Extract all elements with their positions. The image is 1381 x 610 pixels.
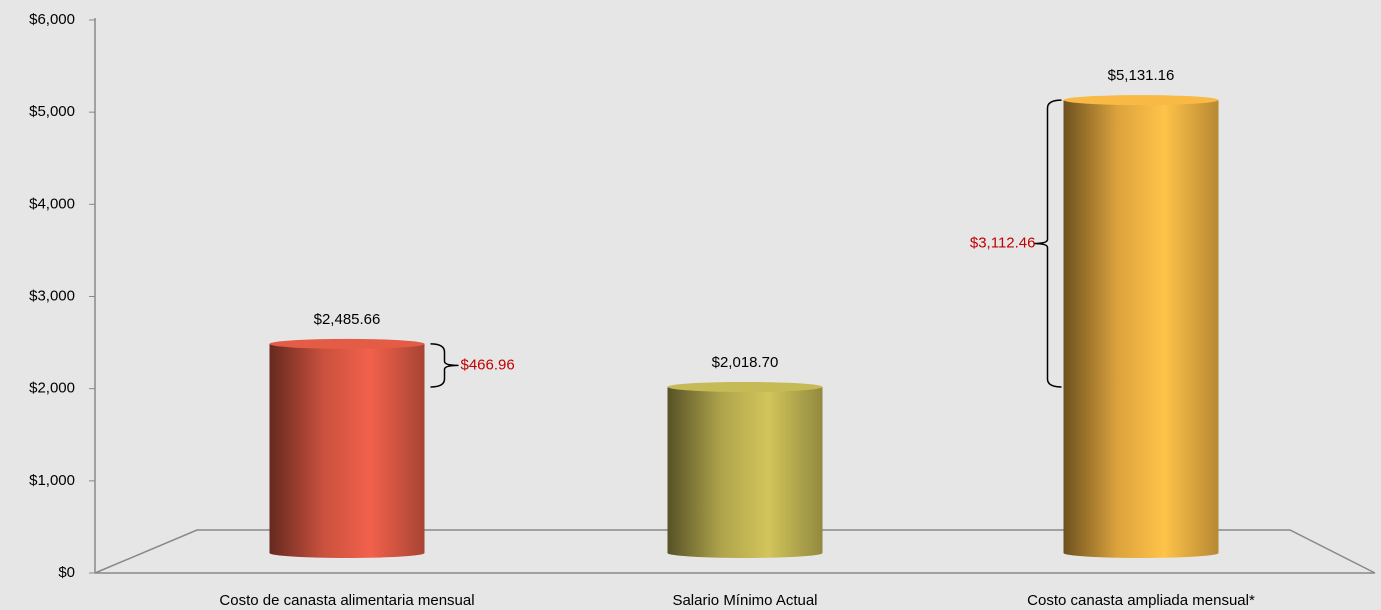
- y-tick-label: $0: [58, 564, 75, 581]
- x-tick-label: Costo de canasta alimentaria mensual: [219, 592, 474, 609]
- value-label: $2,485.66: [314, 311, 381, 328]
- x-tick-label: Costo canasta ampliada mensual*: [1027, 592, 1255, 609]
- y-tick-label: $3,000: [29, 287, 75, 304]
- bar: [269, 343, 425, 553]
- value-label: $2,018.70: [712, 354, 779, 371]
- bar-top: [269, 338, 425, 349]
- annotation-bracket: [1033, 99, 1062, 388]
- bar-top: [1063, 95, 1219, 106]
- floor: [94, 529, 1376, 574]
- x-tick-label: Salario Mínimo Actual: [672, 592, 817, 609]
- annotation-label: $466.96: [461, 356, 515, 373]
- y-tick-label: $4,000: [29, 195, 75, 212]
- annotation-bracket: [430, 343, 459, 388]
- bar: [667, 386, 823, 553]
- annotation-label: $3,112.46: [970, 234, 1036, 251]
- bar-top: [667, 381, 823, 392]
- y-tick-label: $5,000: [29, 103, 75, 120]
- y-tick-label: $1,000: [29, 472, 75, 489]
- y-tick-label: $6,000: [29, 11, 75, 28]
- bar: [1063, 100, 1219, 553]
- y-tick-label: $2,000: [29, 380, 75, 397]
- value-label: $5,131.16: [1108, 67, 1175, 84]
